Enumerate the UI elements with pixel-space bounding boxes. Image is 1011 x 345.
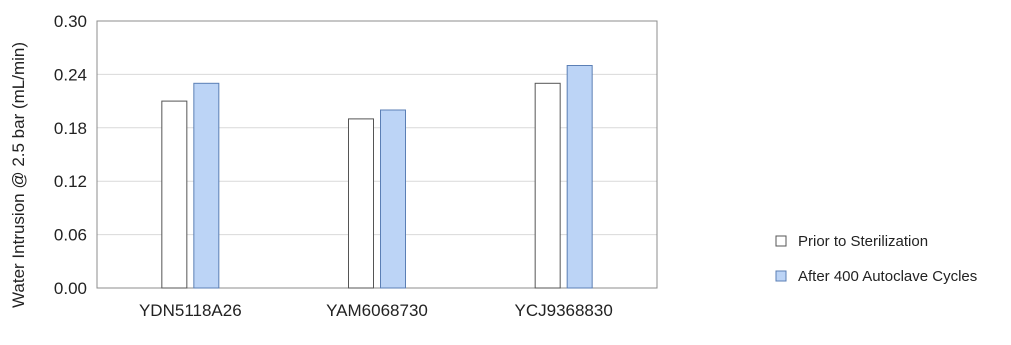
x-category-label: YAM6068730 (326, 301, 428, 320)
y-tick-label: 0.12 (54, 172, 87, 191)
bar-prior-1 (348, 118, 374, 289)
bar-after-2 (566, 65, 593, 289)
bar-after-1 (380, 109, 406, 289)
gridlines (97, 73, 657, 236)
x-category-labels: YDN5118A26 YAM6068730 YCJ9368830 (139, 301, 613, 320)
y-tick-label: 0.30 (54, 12, 87, 31)
y-tick-labels: 0.00 0.06 0.12 0.18 0.24 0.30 (54, 12, 87, 298)
y-tick-label: 0.24 (54, 65, 87, 84)
bar-after-0 (193, 82, 220, 289)
bar-prior-2 (534, 82, 561, 289)
y-tick-label: 0.06 (54, 226, 87, 245)
y-tick-label: 0.00 (54, 279, 87, 298)
plot-area-border (96, 20, 658, 289)
legend-swatch (775, 270, 787, 282)
plot-frame (96, 20, 658, 289)
legend-label: After 400 Autoclave Cycles (798, 268, 977, 285)
y-tick-label: 0.18 (54, 119, 87, 138)
x-category-label: YDN5118A26 (139, 301, 242, 320)
legend: Prior to Sterilization After 400 Autoclav… (775, 233, 977, 285)
x-category-label: YCJ9368830 (515, 301, 613, 320)
legend-label: Prior to Sterilization (798, 233, 928, 250)
legend-swatch (775, 235, 787, 247)
bars (161, 65, 593, 289)
y-axis-title: Water Intrusion @ 2.5 bar (mL/min) (9, 42, 28, 308)
bar-prior-0 (161, 100, 188, 289)
